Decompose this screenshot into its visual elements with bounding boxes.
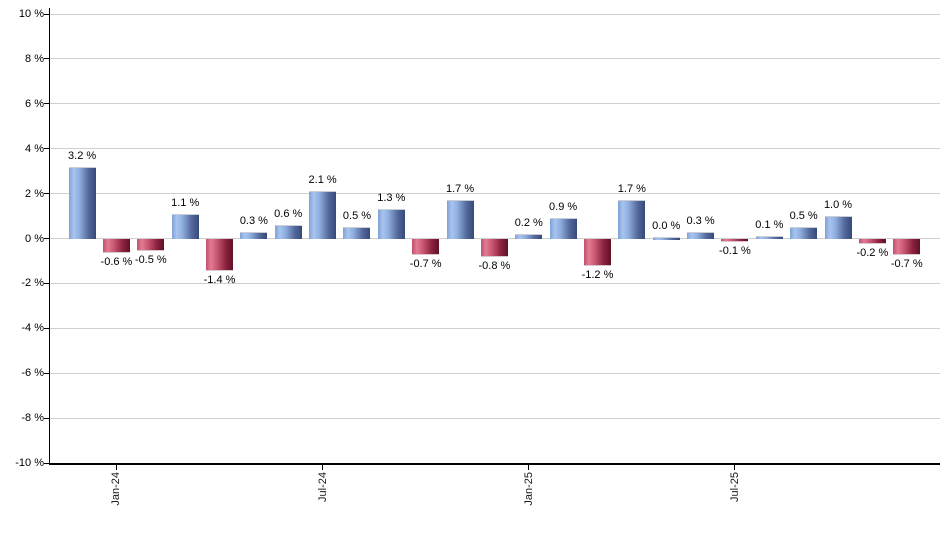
x-axis-tick-label: Jul-25 — [728, 472, 741, 502]
bar-May-24 — [240, 231, 268, 240]
y-axis-tick-10 — [44, 13, 49, 15]
bar-value-label: 0.6 % — [274, 208, 303, 221]
x-axis-tick-label: Jul-24 — [316, 472, 329, 502]
bar-value-label: -0.6 % — [100, 255, 133, 268]
gridline-6 — [49, 103, 940, 105]
bar-Jan-24 — [102, 238, 130, 253]
bar-Jul-25 — [721, 238, 749, 242]
y-axis-tick-label: 8 % — [25, 52, 44, 65]
x-axis-tick-label: Jan-25 — [522, 472, 535, 506]
y-axis-tick-label: 0 % — [25, 232, 44, 245]
y-axis-tick--2 — [44, 282, 49, 284]
y-axis-line — [49, 8, 50, 464]
gridline--8 — [49, 417, 940, 419]
y-axis-tick-2 — [44, 193, 49, 195]
bar-Dec-24 — [480, 238, 508, 258]
gridline--2 — [49, 282, 940, 284]
bar-value-label: -1.2 % — [581, 269, 614, 282]
x-axis-tick-Jan-25 — [528, 463, 530, 470]
y-axis-tick--4 — [44, 327, 49, 329]
bar-value-label: 1.0 % — [823, 199, 853, 212]
bar-Apr-24 — [206, 238, 234, 271]
y-axis-tick--6 — [44, 372, 49, 374]
bar-value-label: 2.1 % — [308, 174, 337, 187]
bar-Aug-24 — [343, 227, 371, 240]
bar-Jun-25 — [687, 231, 715, 240]
bar-Aug-25 — [755, 236, 783, 240]
y-axis-tick-label: 2 % — [25, 187, 44, 200]
y-axis-tick-label: -4 % — [21, 322, 44, 335]
bar-Dec-23 — [68, 166, 96, 240]
bar-value-label: 0.3 % — [686, 214, 715, 227]
bar-Mar-24 — [171, 213, 199, 240]
y-axis-tick-label: -8 % — [21, 412, 44, 425]
bar-value-label: 1.1 % — [171, 196, 200, 209]
bar-Nov-25 — [858, 238, 886, 244]
bar-Sep-25 — [790, 227, 818, 240]
bar-value-label: 1.3 % — [377, 192, 406, 205]
y-axis-tick-label: -6 % — [21, 367, 44, 380]
gridline-8 — [49, 58, 940, 60]
x-axis-tick-Jul-25 — [734, 463, 736, 470]
y-axis-tick-label: 10 % — [18, 8, 44, 20]
y-axis-tick--8 — [44, 417, 49, 419]
bar-value-label: 0.5 % — [789, 210, 818, 223]
gridline-4 — [49, 148, 940, 150]
y-axis-tick-label: -2 % — [21, 277, 44, 290]
x-axis-tick-Jan-24 — [115, 463, 117, 470]
bar-Feb-25 — [549, 218, 577, 240]
bar-Apr-25 — [618, 200, 646, 240]
bar-Oct-24 — [412, 238, 440, 256]
bar-value-label: 0.5 % — [342, 210, 372, 223]
y-axis-tick-8 — [44, 58, 49, 60]
bar-value-label: 1.7 % — [617, 183, 646, 196]
bar-May-25 — [652, 236, 680, 240]
bar-value-label: -1.4 % — [203, 273, 236, 286]
bar-value-label: 3.2 % — [68, 149, 97, 162]
gridline-2 — [49, 193, 940, 195]
bar-value-label: 0.1 % — [755, 219, 784, 232]
y-axis-tick--10 — [44, 462, 49, 464]
bar-Sep-24 — [377, 209, 405, 240]
y-axis-tick-label: 4 % — [25, 142, 44, 155]
x-axis-line — [49, 462, 940, 465]
bar-Jun-24 — [274, 225, 302, 240]
y-axis-tick-4 — [44, 148, 49, 150]
bar-value-label: -0.8 % — [478, 260, 511, 273]
bar-value-label: -0.5 % — [134, 253, 167, 266]
bar-value-label: -0.1 % — [719, 244, 751, 257]
bar-Jan-25 — [515, 234, 543, 240]
gridline--4 — [49, 327, 940, 329]
bar-value-label: -0.2 % — [856, 246, 889, 259]
bar-value-label: -0.7 % — [409, 258, 442, 271]
x-axis-tick-label: Jan-24 — [110, 472, 123, 506]
y-axis-tick-label: -10 % — [15, 457, 44, 469]
bar-value-label: 1.7 % — [445, 183, 475, 196]
bar-value-label: 0.3 % — [239, 214, 268, 227]
bar-value-label: -0.7 % — [890, 258, 923, 271]
bar-Mar-25 — [584, 238, 611, 267]
y-axis-tick-label: 6 % — [25, 97, 44, 110]
x-axis-tick-Jul-24 — [322, 463, 324, 470]
bar-Jul-24 — [309, 191, 337, 240]
bar-value-label: 0.2 % — [514, 217, 543, 229]
bar-Nov-24 — [446, 200, 474, 240]
y-axis-tick-6 — [44, 103, 49, 105]
y-axis-tick-0 — [44, 238, 49, 239]
bar-value-label: 0.9 % — [549, 201, 578, 214]
gridline--6 — [49, 372, 940, 374]
gridline-10 — [49, 13, 940, 15]
bar-value-label: 0.0 % — [652, 219, 681, 232]
bar-Dec-25 — [893, 238, 921, 256]
bar-Oct-25 — [824, 216, 852, 240]
bar-Feb-24 — [137, 238, 165, 251]
